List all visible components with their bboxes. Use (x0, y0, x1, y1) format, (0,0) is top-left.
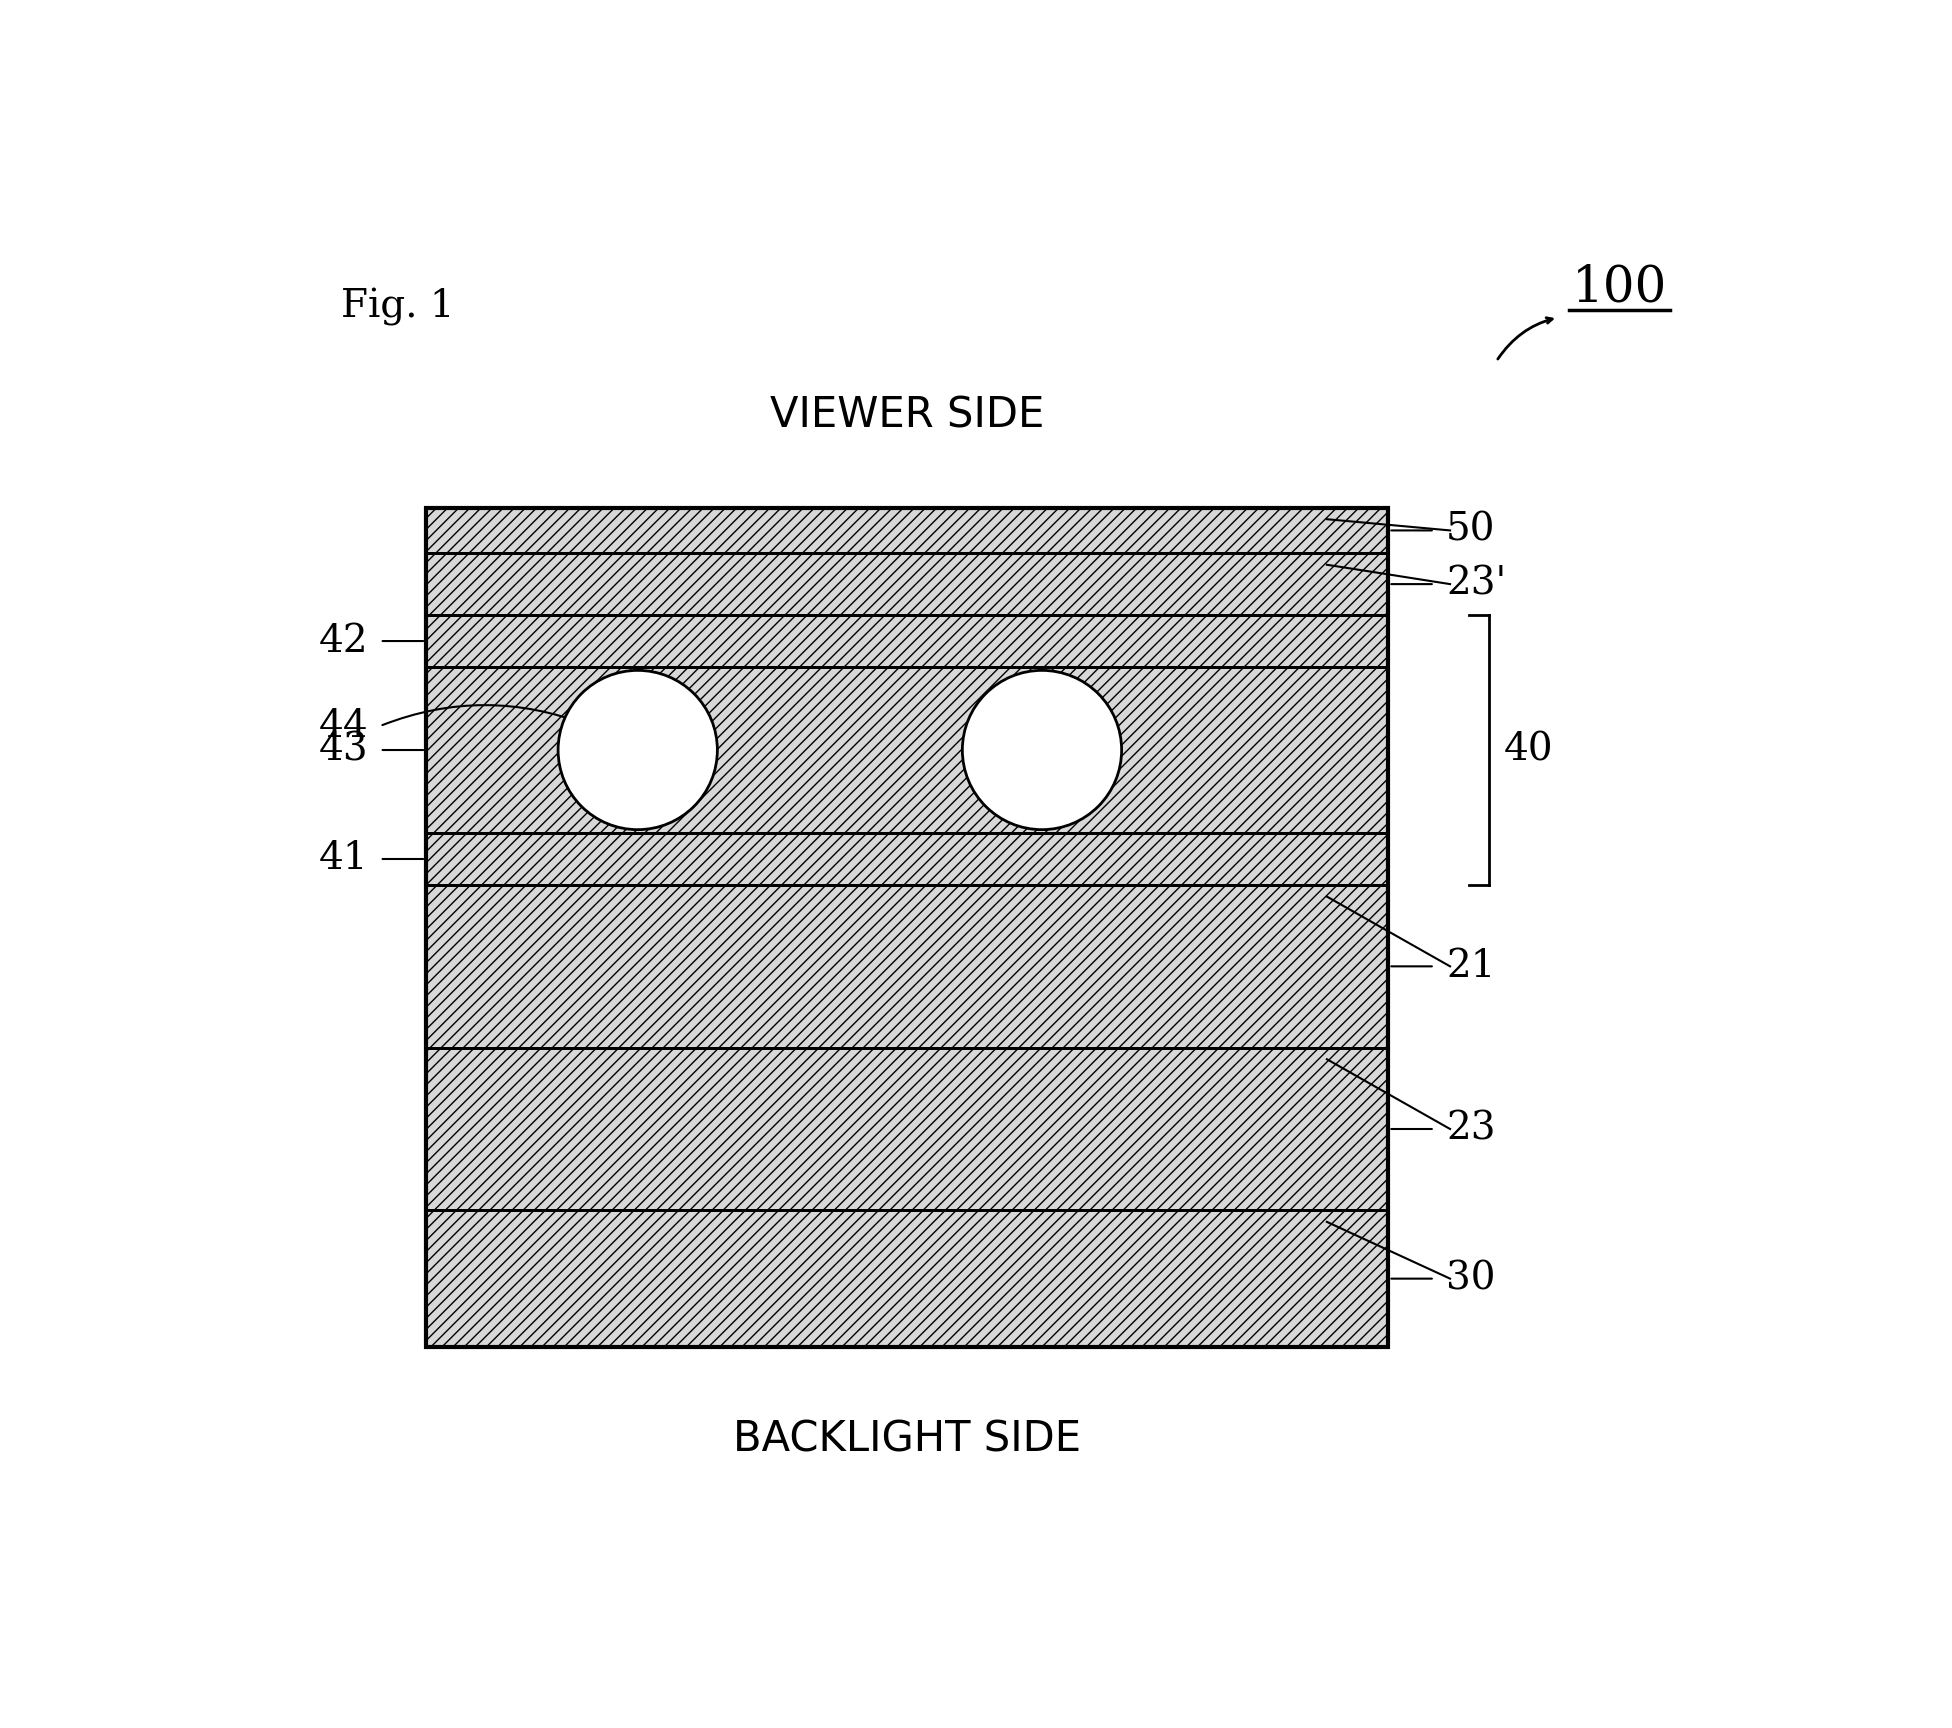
Bar (426, 885, 1388, 1047)
Bar (426, 508, 1388, 553)
Text: 30: 30 (1446, 1260, 1495, 1298)
Text: 43: 43 (318, 731, 369, 769)
Bar (426, 1210, 1388, 1346)
Text: VIEWER SIDE: VIEWER SIDE (769, 394, 1044, 435)
Text: 100: 100 (1571, 263, 1667, 313)
Text: BACKLIGHT SIDE: BACKLIGHT SIDE (734, 1419, 1081, 1460)
Text: 41: 41 (318, 840, 369, 878)
Text: 44: 44 (318, 708, 369, 745)
Bar (426, 833, 1388, 885)
Text: 50: 50 (1446, 511, 1495, 550)
Bar (426, 553, 1388, 615)
Bar (426, 508, 1388, 1346)
Text: Fig. 1: Fig. 1 (342, 289, 455, 327)
Text: 23: 23 (1446, 1111, 1495, 1147)
Text: 40: 40 (1503, 731, 1554, 769)
Text: 21: 21 (1446, 949, 1495, 985)
Bar (426, 1047, 1388, 1210)
Circle shape (558, 670, 718, 829)
Text: 23': 23' (1446, 565, 1507, 603)
Text: 42: 42 (318, 622, 369, 660)
Circle shape (962, 670, 1122, 829)
Bar (426, 667, 1388, 833)
Bar (426, 615, 1388, 667)
